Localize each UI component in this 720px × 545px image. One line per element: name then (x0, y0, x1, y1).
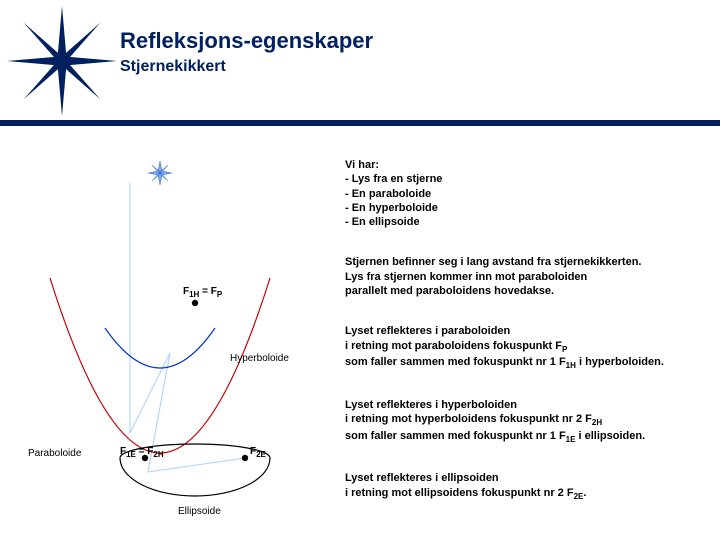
label-f1h-fp: F1H = FP (183, 286, 222, 299)
intro-item: - Lys fra en stjerne (345, 173, 442, 185)
paragraph-2: Lyset reflekteres i paraboloiden i retni… (345, 324, 715, 371)
incoming-star-icon (148, 161, 172, 185)
page-title: Refleksjons-egenskaper (120, 28, 373, 54)
intro-block: Vi har: - Lys fra en stjerne - En parabo… (345, 158, 715, 229)
paragraph-3: Lyset reflekteres i hyperboloiden i retn… (345, 398, 715, 445)
paraboloid-curve (50, 278, 270, 453)
light-ray (130, 183, 245, 472)
content-area: Paraboloide Hyperboloide Ellipsoide F1H … (0, 128, 720, 540)
optics-diagram: Paraboloide Hyperboloide Ellipsoide F1H … (20, 128, 340, 540)
description-column: Vi har: - Lys fra en stjerne - En parabo… (345, 158, 715, 502)
label-paraboloide: Paraboloide (28, 448, 81, 459)
label-ellipsoide: Ellipsoide (178, 506, 221, 517)
label-f1e-f2h: F1E = F2H (120, 446, 164, 459)
paragraph-1: Stjernen befinner seg i lang avstand fra… (345, 255, 715, 298)
label-f2e: F2E (250, 446, 266, 459)
intro-item: - En hyperboloide (345, 202, 438, 214)
label-hyperboloide: Hyperboloide (230, 353, 289, 364)
paragraph-4: Lyset reflekteres i ellipsoiden i retnin… (345, 471, 715, 502)
focus-f2e (242, 455, 248, 461)
intro-heading: Vi har: (345, 159, 379, 171)
intro-item: - En paraboloide (345, 188, 431, 200)
intro-item: - En ellipsoide (345, 216, 420, 228)
header-rule (0, 120, 720, 126)
hyperboloid-curve (105, 328, 215, 368)
page-subtitle: Stjernekikkert (120, 58, 226, 76)
focus-f1h (192, 300, 198, 306)
star-logo-icon (7, 6, 117, 116)
